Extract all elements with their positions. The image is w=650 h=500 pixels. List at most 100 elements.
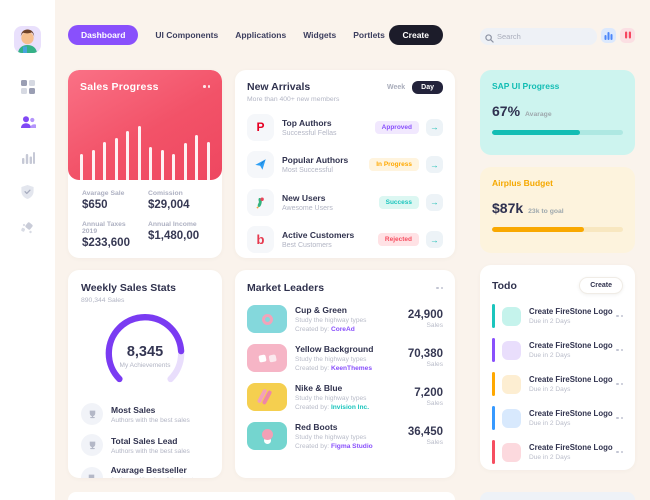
stat-label: Annual Taxes 2019 <box>82 221 126 235</box>
sap-progress-track <box>492 130 623 135</box>
partial-card-right <box>480 492 635 500</box>
stat-value: $233,600 <box>82 237 130 249</box>
sap-value: 67% <box>492 103 521 119</box>
figure-icon <box>247 188 274 216</box>
sales-menu-icon[interactable] <box>203 85 210 88</box>
day-toggle[interactable]: Day <box>412 81 443 94</box>
gauge-fill <box>105 314 185 383</box>
arrow-button[interactable]: → <box>426 156 443 173</box>
item-title: Avarage Bestseller <box>110 465 187 475</box>
todo-item-title: Create FireStone Logo <box>529 375 613 384</box>
todo-item[interactable]: Create FireStone Logo Due in 2 Days <box>492 406 623 430</box>
grid-icon[interactable] <box>20 79 36 95</box>
todo-item-menu-icon[interactable] <box>616 416 623 420</box>
status-badge[interactable]: In Progress <box>369 158 419 171</box>
main-area: Dashboard UI Components Applications Wid… <box>55 0 650 500</box>
sparkle-icon[interactable] <box>20 219 36 235</box>
list-item[interactable]: Total Sales Lead Authors with the best s… <box>81 434 209 456</box>
sales-bar <box>137 125 141 180</box>
todo-item[interactable]: Create FireStone Logo Due in 2 Days <box>492 372 623 396</box>
nav-tabs: Dashboard UI Components Applications Wid… <box>68 25 455 45</box>
sales-bar <box>206 141 210 180</box>
avatar[interactable] <box>14 26 41 53</box>
creator-link[interactable]: Invision Inc. <box>330 404 370 411</box>
item-subtitle: Authors with the best sales <box>111 447 190 455</box>
status-badge[interactable]: Approved <box>374 120 419 134</box>
new-arrivals-subtitle: More than 400+ new members <box>247 96 340 103</box>
sales-value: 36,450 <box>407 426 443 438</box>
week-toggle[interactable]: Week <box>386 84 406 91</box>
arrow-button[interactable]: → <box>426 231 443 248</box>
creator-link[interactable]: Figma Studio <box>330 443 373 450</box>
sales-bar <box>183 143 187 180</box>
item-title: Nike & Blue <box>295 383 343 393</box>
todo-color-bar <box>492 372 495 396</box>
status-badge[interactable]: Success <box>378 195 419 209</box>
list-item[interactable]: b Active Customers Best Customers Reject… <box>247 226 443 253</box>
new-arrivals-title: New Arrivals <box>247 81 311 93</box>
sales-bar-chart <box>80 114 210 180</box>
product-thumbnail <box>247 383 287 411</box>
stat-comission: Comission $29,004 <box>148 190 208 211</box>
list-item[interactable]: Cup & Green Study the highway types Crea… <box>247 305 443 333</box>
tab-dashboard[interactable]: Dashboard <box>68 25 139 45</box>
list-item[interactable]: Nike & Blue Study the highway types Crea… <box>247 383 443 411</box>
users-icon[interactable] <box>20 114 36 130</box>
todo-item[interactable]: Create FireStone Logo Due in 2 Days <box>492 338 623 362</box>
shield-check-icon[interactable] <box>20 184 36 200</box>
pinterest-p-icon: P <box>247 113 274 141</box>
stat-label: Avarage Sale <box>82 190 125 197</box>
todo-item-menu-icon[interactable] <box>616 314 623 318</box>
todo-item[interactable]: Create FireStone Logo Due in 2 Days <box>492 440 623 464</box>
sales-unit: Sales <box>426 439 444 446</box>
todo-item-menu-icon[interactable] <box>616 348 623 352</box>
arrow-button[interactable]: → <box>426 193 443 211</box>
todo-create-button[interactable]: Create <box>579 277 623 294</box>
airplus-budget-card: Airplus Budget $87k 23k to goal <box>480 167 635 253</box>
paper-plane-icon <box>247 151 274 178</box>
list-item[interactable]: New Users Awesome Users Success → <box>247 188 443 216</box>
todo-card: Todo Create Create FireStone Logo Due in… <box>480 265 635 470</box>
status-badge[interactable]: Rejected <box>377 233 419 246</box>
avatar-illustration <box>18 29 37 53</box>
chart-toggle-button[interactable] <box>601 27 616 43</box>
todo-item-menu-icon[interactable] <box>616 382 623 386</box>
item-subtitle: Successful Fellas <box>282 129 337 137</box>
todo-item[interactable]: Create FireStone Logo Due in 2 Days <box>492 304 623 328</box>
list-item[interactable]: Red Boots Study the highway types Create… <box>247 422 443 450</box>
arrow-button[interactable]: → <box>426 118 443 136</box>
item-subtitle: Best Customers <box>282 242 332 249</box>
item-subtitle: Authors with a lot of the best sales <box>111 477 209 478</box>
product-thumbnail <box>247 344 287 372</box>
list-item[interactable]: Yellow Background Study the highway type… <box>247 344 443 372</box>
search-input[interactable] <box>480 27 597 45</box>
market-menu-icon[interactable] <box>436 286 443 290</box>
tab-ui-components[interactable]: UI Components <box>155 30 219 40</box>
todo-color-bar <box>492 304 495 328</box>
list-item[interactable]: Avarage Bestseller Authors with a lot of… <box>81 465 209 478</box>
sales-bar <box>195 135 199 180</box>
bar-chart-icon[interactable] <box>20 149 36 165</box>
list-item[interactable]: Most Sales Authors with the best sales <box>81 403 209 425</box>
created-by-label: Created by: <box>295 365 330 372</box>
sales-bar <box>160 149 164 180</box>
sap-progress-fill <box>492 130 580 135</box>
airplus-progress-track <box>492 227 623 232</box>
item-title: Active Customers <box>282 230 355 240</box>
create-button[interactable]: Create <box>388 25 443 45</box>
list-item[interactable]: P Top Authors Successful Fellas Approved… <box>247 113 443 141</box>
pause-button[interactable] <box>620 27 635 43</box>
tab-portlets[interactable]: Portlets <box>353 30 385 40</box>
tab-widgets[interactable]: Widgets <box>303 30 337 40</box>
creator-link[interactable]: CoreAd <box>330 326 355 333</box>
sales-bar <box>80 153 83 180</box>
list-item[interactable]: Popular Authors Most Successful In Progr… <box>247 151 443 178</box>
sales-bar <box>126 131 130 180</box>
todo-item-menu-icon[interactable] <box>616 450 623 454</box>
sales-bar <box>114 137 118 180</box>
creator-link[interactable]: KeenThemes <box>330 365 372 372</box>
sales-bar <box>172 153 176 180</box>
tab-applications[interactable]: Applications <box>235 30 287 40</box>
trophy-icon <box>81 403 103 425</box>
